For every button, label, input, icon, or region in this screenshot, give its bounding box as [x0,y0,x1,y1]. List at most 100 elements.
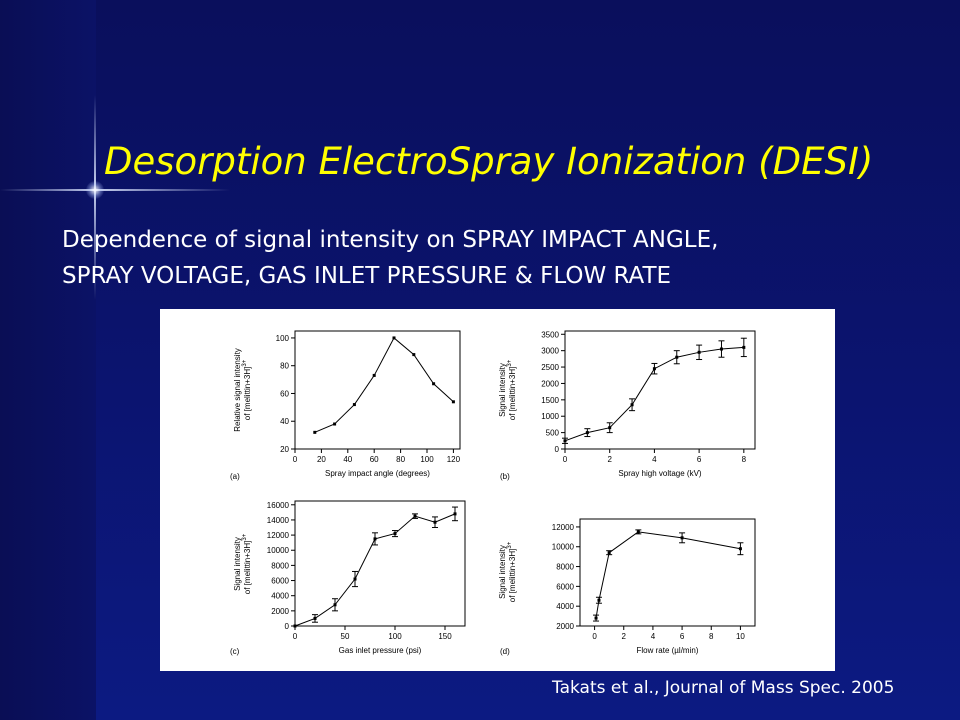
chart-3-x-axis-label: Gas inlet pressure (psi) [339,646,422,655]
chart-2-y-tick-label: 500 [546,429,560,438]
chart-3-y-tick-label: 16000 [267,501,290,510]
subtitle-line-1: Dependence of signal intensity on SPRAY … [62,227,719,253]
chart-4-y-axis-label-sup: 3+ [507,541,513,548]
chart-2-x-tick-label: 6 [697,455,702,464]
chart-3-data-point [453,512,457,516]
chart-2-data-point [608,426,612,430]
chart-1-frame [294,330,461,450]
citation: Takats et al., Journal of Mass Spec. 200… [552,678,895,698]
chart-4-data-point [597,598,601,602]
chart-2-data-point [630,403,634,407]
figure-panel: 0 20 40 60 80 100 120 20 40 60 80 100 Spray impact a… [160,309,835,671]
chart-3-data-point [393,532,397,536]
chart-1-y-tick-label: 60 [280,389,289,398]
chart-2-x-tick-label: 4 [652,455,657,464]
chart-1-y-tick-label: 20 [280,445,289,454]
chart-2-y-tick-label: 3000 [541,347,559,356]
chart-1-x-tick-label: 80 [396,455,405,464]
chart-2-y-tick-label: 1000 [541,412,559,421]
slide-title: Desorption ElectroSpray Ionization (DESI… [104,140,874,183]
chart-2-y-tick-label: 1500 [541,396,559,405]
chart-3-frame [294,500,466,627]
chart-2-x-axis-label: Spray high voltage (kV) [618,469,701,478]
chart-2-x-tick-label: 8 [742,455,747,464]
chart-3-data-point [333,603,337,607]
chart-1-x-tick-label: 120 [447,455,461,464]
chart-4-y-tick-label: 8000 [556,563,574,572]
chart-4-x-tick-label: 6 [680,632,685,641]
chart-2-data-point [697,350,701,354]
chart-3-x-tick-label: 100 [388,632,402,641]
chart-4-panel-label: (d) [500,647,510,656]
chart-4-x-tick-label: 10 [736,632,745,641]
chart-4-x-tick-label: 4 [651,632,656,641]
chart-3-x-tick-label: 150 [438,632,452,641]
chart-1-y-axis-label-line2: of [melittin+3H]3+ [242,359,252,420]
chart-4-data-point [607,551,611,555]
chart-1-y-axis-label-sup: 3+ [242,359,248,366]
chart-1-x-tick-label: 0 [293,455,298,464]
chart-3-y-axis-label-sup: 3+ [242,533,248,540]
chart-1-data-point [451,400,455,404]
chart-3-y-tick-label: 10000 [267,546,290,555]
chart-2-data-point [563,439,567,443]
chart-4-data-point [636,530,640,534]
chart-3-x-tick-label: 0 [293,632,298,641]
chart-1-data-point [392,336,396,340]
chart-4-y-tick-label: 6000 [556,582,574,591]
chart-2-y-tick-label: 3500 [541,330,559,339]
chart-4-data-point [738,547,742,551]
chart-3-panel-label: (c) [230,647,240,656]
chart-2-y-tick-label: 2000 [541,379,559,388]
chart-4-frame [579,518,756,627]
chart-2-data-point [719,347,723,351]
chart-1-data-point [372,373,376,377]
chart-1-panel-label: (a) [230,472,240,481]
chart-3-y-tick-label: 12000 [267,531,290,540]
chart-1-data-point [412,353,416,357]
chart-3-data-point [353,577,357,581]
chart-4-x-axis-label: Flow rate (µl/min) [637,646,699,655]
chart-2-panel-label: (b) [500,472,510,481]
chart-3-y-axis-label-line1: Signal intensity [233,537,242,591]
chart-2-y-tick-label: 2500 [541,363,559,372]
chart-1-data-point [313,430,317,434]
chart-2-data-point [652,367,656,371]
chart-3-data-point [373,537,377,541]
chart-3-data-point [293,624,297,628]
chart-3-data-point [313,616,317,620]
chart-4-y-tick-label: 4000 [556,602,574,611]
chart-4-y-axis-label-line1: Signal intensity [498,545,507,599]
chart-1-x-axis-label: Spray impact angle (degrees) [325,469,430,478]
chart-3-y-axis-label-line2: of [melittin+3H]3+ [242,533,252,594]
chart-1-x-tick-label: 100 [420,455,434,464]
chart-2-x-tick-label: 2 [607,455,612,464]
sparkle-horizontal-ray [0,189,230,191]
chart-2-y-axis-label-sup: 3+ [507,359,513,366]
chart-4-y-axis-label-line2: of [melittin+3H]3+ [507,541,517,602]
chart-3-data-point [433,520,437,524]
chart-3-y-tick-label: 8000 [271,561,289,570]
chart-3-data-point [413,514,417,518]
chart-2-data-point [742,345,746,349]
chart-3-series-line [294,513,456,627]
chart-1-data-point [333,422,337,426]
chart-3-x-tick-label: 50 [341,632,350,641]
subtitle-line-2: SPRAY VOLTAGE, GAS INLET PRESSURE & FLOW… [62,263,672,289]
chart-3-y-tick-label: 4000 [271,592,289,601]
chart-4-y-tick-label: 2000 [556,622,574,631]
chart-4-y-tick-label: 12000 [552,523,575,532]
chart-1-data-point [352,403,356,407]
chart-2-y-axis-label-line1: Signal intensity [498,363,507,417]
chart-4-x-tick-label: 0 [592,632,597,641]
sparkle-star-icon [86,181,104,199]
chart-3-y-tick-label: 2000 [271,607,289,616]
chart-1-x-tick-label: 20 [317,455,326,464]
chart-1-x-tick-label: 60 [370,455,379,464]
chart-1-y-tick-label: 80 [280,362,289,371]
chart-4-data-point [594,616,598,620]
slide-left-band [0,0,96,720]
chart-2-x-tick-label: 0 [563,455,568,464]
chart-1-y-axis-label-line1: Relative signal intensity [233,348,242,432]
